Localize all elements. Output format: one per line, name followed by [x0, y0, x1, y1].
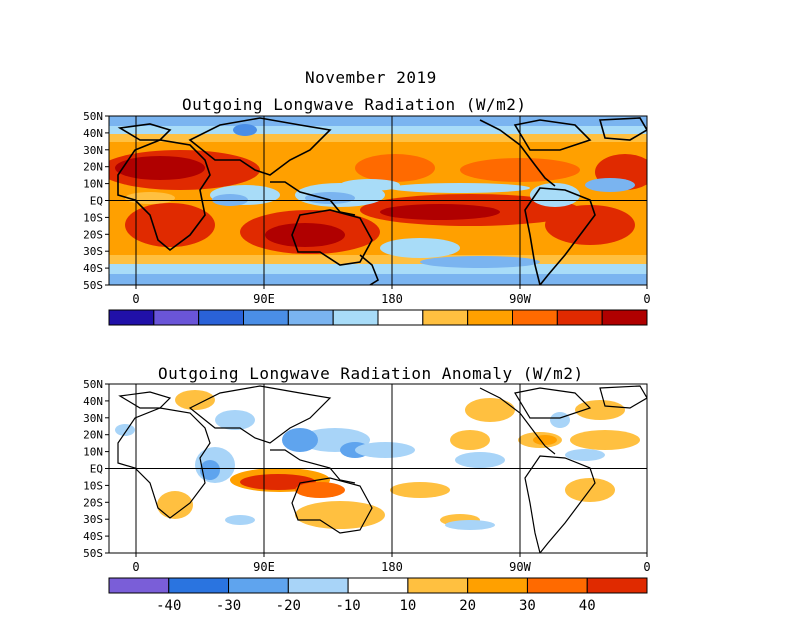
longitude-axis: 0 90E 180 90W 0 — [132, 553, 651, 574]
map-grid — [109, 116, 647, 285]
colorbar-label: 40 — [579, 598, 596, 614]
latitude-label: 10N — [83, 446, 103, 459]
colorbar-label: 10 — [399, 598, 416, 614]
longitude-axis: 0 90E 180 90W 0 — [132, 285, 651, 306]
latitude-label: 10S — [83, 479, 103, 492]
latitude-label: 40S — [83, 262, 103, 275]
latitude-label: 10N — [83, 178, 103, 191]
latitude-label: 40S — [83, 530, 103, 543]
longitude-label: 180 — [381, 560, 403, 574]
colorbar-label: 20 — [459, 598, 476, 614]
longitude-label: 90W — [509, 560, 531, 574]
colorbar-swatch — [526, 577, 588, 594]
olr-map-title: Outgoing Longwave Radiation (W/m2) — [182, 95, 527, 114]
colorbar-swatch — [586, 577, 648, 594]
olr-anomaly-map-title: Outgoing Longwave Radiation Anomaly (W/m… — [158, 364, 584, 383]
continent-outlines — [117, 117, 647, 285]
latitude-label: 30S — [83, 513, 103, 526]
colorbar-label: -40 — [156, 598, 181, 614]
latitude-label: 30N — [83, 412, 103, 425]
latitude-label: 30N — [83, 144, 103, 157]
anomaly-colorbar: -40 -30 -20 -10 10 20 30 40 — [108, 577, 648, 614]
colorbar-swatch — [168, 577, 230, 594]
longitude-label: 0 — [132, 560, 139, 574]
latitude-label: 40N — [83, 395, 103, 408]
longitude-label: 0 — [132, 292, 139, 306]
olr-map: 50N 40N 30N 20N 10N EQ 10S 20S 30S 40S 50S 0 90E 180… — [83, 110, 651, 326]
longitude-label: 180 — [381, 292, 403, 306]
colorbar-swatch — [467, 577, 528, 594]
latitude-axis: 50N 40N 30N 20N 10N EQ 10S 20S 30S 40S 50S — [83, 110, 109, 292]
latitude-label: 20N — [83, 161, 103, 174]
colorbar-swatch — [108, 577, 170, 594]
latitude-label: 50N — [83, 378, 103, 391]
longitude-label: 90E — [253, 560, 275, 574]
latitude-label: 20N — [83, 429, 103, 442]
colorbar-swatch — [347, 577, 409, 594]
longitude-label: 90E — [253, 292, 275, 306]
latitude-label: 40N — [83, 127, 103, 140]
latitude-label: 20S — [83, 496, 103, 509]
latitude-axis: 50N 40N 30N 20N 10N EQ 10S 20S 30S 40S 50S — [83, 378, 109, 560]
latitude-label: 50N — [83, 110, 103, 123]
page-title: November 2019 — [305, 68, 437, 87]
continent-outlines — [117, 385, 647, 553]
latitude-label: 30S — [83, 245, 103, 258]
colorbar-label: -10 — [335, 598, 360, 614]
latitude-label: EQ — [90, 463, 103, 476]
colorbar-swatch — [287, 577, 349, 594]
latitude-label: 50S — [83, 279, 103, 292]
colorbar-label: -30 — [216, 598, 241, 614]
latitude-label: 20S — [83, 228, 103, 241]
olr-colorbar: 180190200210220230240250260270280 — [108, 309, 648, 326]
map-grid — [109, 384, 647, 553]
colorbar-swatch — [228, 577, 289, 594]
longitude-label: 0 — [643, 292, 650, 306]
longitude-label: 90W — [509, 292, 531, 306]
latitude-label: 10S — [83, 211, 103, 224]
colorbar-label: 30 — [519, 598, 536, 614]
latitude-label: 50S — [83, 547, 103, 560]
colorbar-swatch — [601, 309, 648, 326]
latitude-label: EQ — [90, 195, 103, 208]
colorbar-label: -20 — [276, 598, 301, 614]
colorbar-swatch — [407, 577, 469, 594]
longitude-label: 0 — [643, 560, 650, 574]
